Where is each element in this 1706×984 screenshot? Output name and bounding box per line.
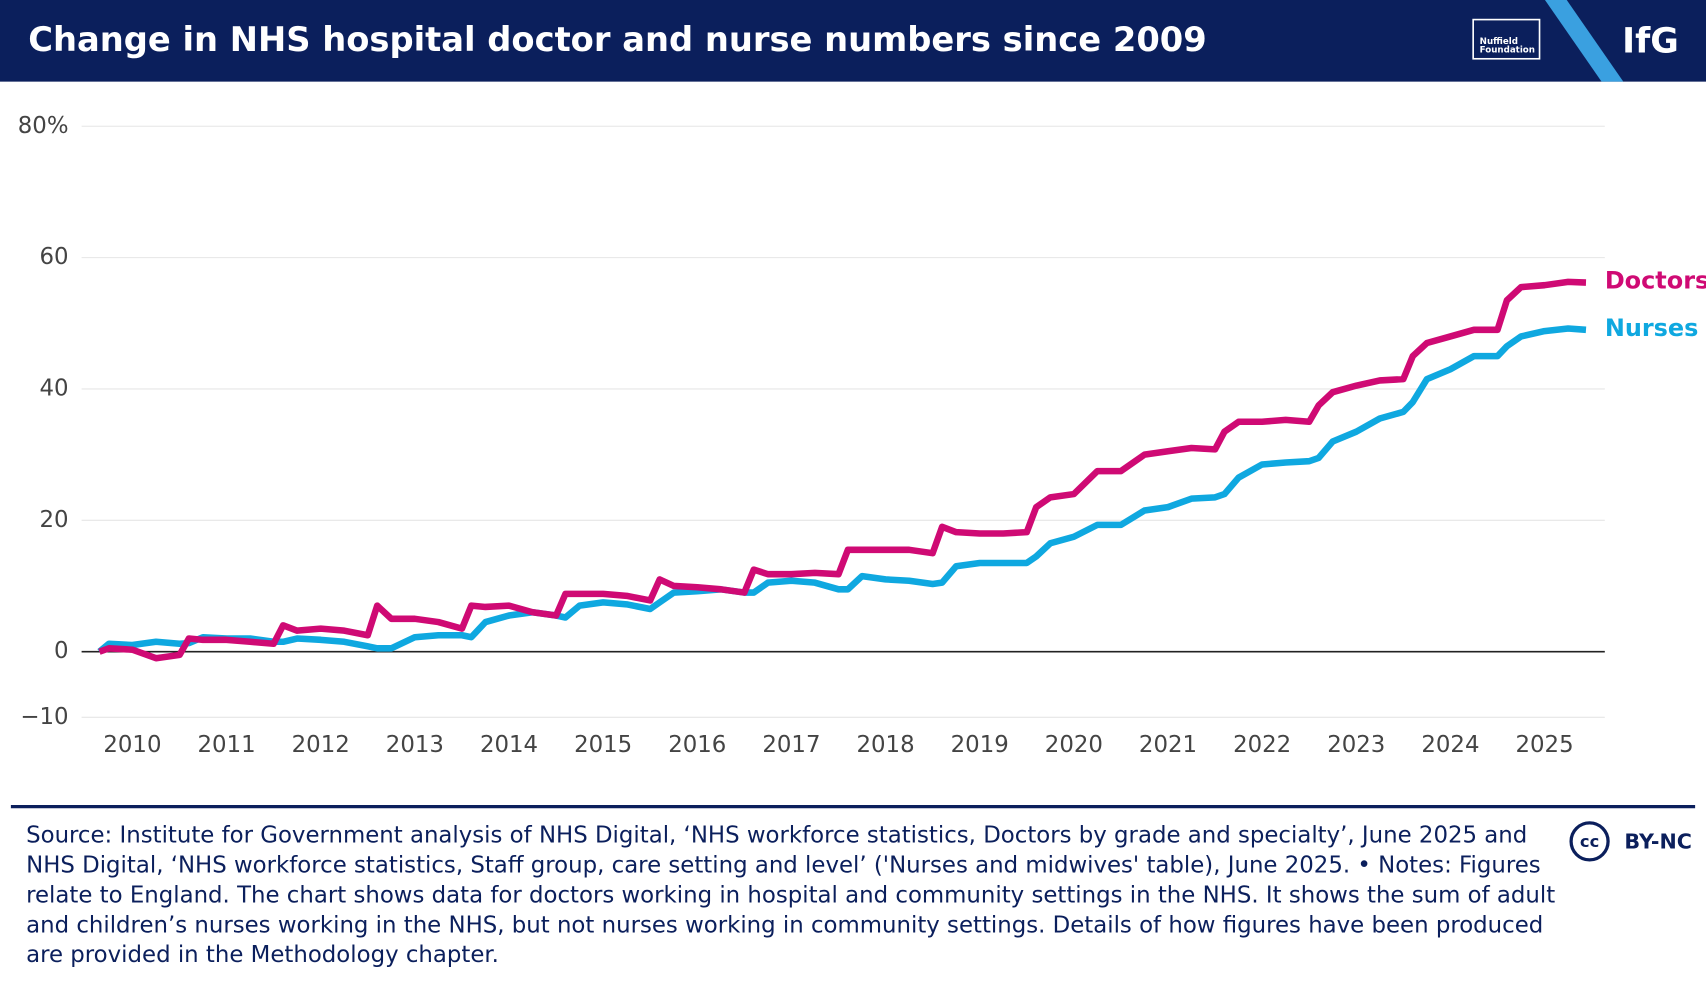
x-tick-label: 2014: [480, 732, 538, 758]
y-tick-label: 80%: [18, 113, 69, 139]
y-tick-label: 20: [39, 507, 68, 533]
nuffield-box: [1472, 18, 1541, 60]
x-tick-label: 2016: [668, 732, 726, 758]
series-label: Doctors: [1605, 266, 1706, 294]
header-bar: [0, 0, 1706, 82]
x-tick-label: 2010: [103, 732, 161, 758]
x-tick-label: 2013: [386, 732, 444, 758]
nuffield-text: Foundation: [1480, 46, 1535, 56]
y-tick-label: 40: [39, 375, 68, 401]
source-line: NHS Digital, ‘NHS workforce statistics, …: [26, 852, 1541, 878]
y-tick-label: −10: [20, 704, 68, 730]
license: BY-NC: [1624, 829, 1692, 853]
x-tick-label: 2024: [1421, 732, 1479, 758]
source-line: relate to England. The chart shows data …: [26, 882, 1555, 908]
x-tick-label: 2023: [1327, 732, 1385, 758]
source-line: and children’s nurses working in the NHS…: [26, 912, 1543, 938]
x-tick-label: 2011: [198, 732, 256, 758]
x-tick-label: 2021: [1139, 732, 1197, 758]
y-tick-label: 60: [39, 244, 68, 270]
source-line: Source: Institute for Government analysi…: [26, 822, 1527, 848]
x-tick-label: 2022: [1233, 732, 1291, 758]
series-line: [98, 278, 1587, 662]
nuffield-text: Nuffield: [1480, 37, 1518, 47]
x-tick-label: 2025: [1516, 732, 1574, 758]
cc-text: cc: [1580, 832, 1599, 851]
source-line: are provided in the Methodology chapter.: [26, 942, 499, 968]
x-tick-label: 2017: [762, 732, 820, 758]
series-line: [97, 325, 1587, 655]
chart-title: Change in NHS hospital doctor and nurse …: [28, 20, 1206, 59]
cc-circle: [1569, 821, 1610, 862]
ifg-stripe: [1544, 0, 1624, 82]
y-tick-label: 0: [54, 638, 69, 664]
x-tick-label: 2015: [574, 732, 632, 758]
x-tick-label: 2020: [1045, 732, 1103, 758]
x-tick-label: 2018: [857, 732, 915, 758]
ifg-logo: IfG: [1622, 21, 1679, 61]
x-tick-label: 2019: [951, 732, 1009, 758]
series-label: Nurses: [1605, 314, 1699, 342]
x-tick-label: 2012: [292, 732, 350, 758]
